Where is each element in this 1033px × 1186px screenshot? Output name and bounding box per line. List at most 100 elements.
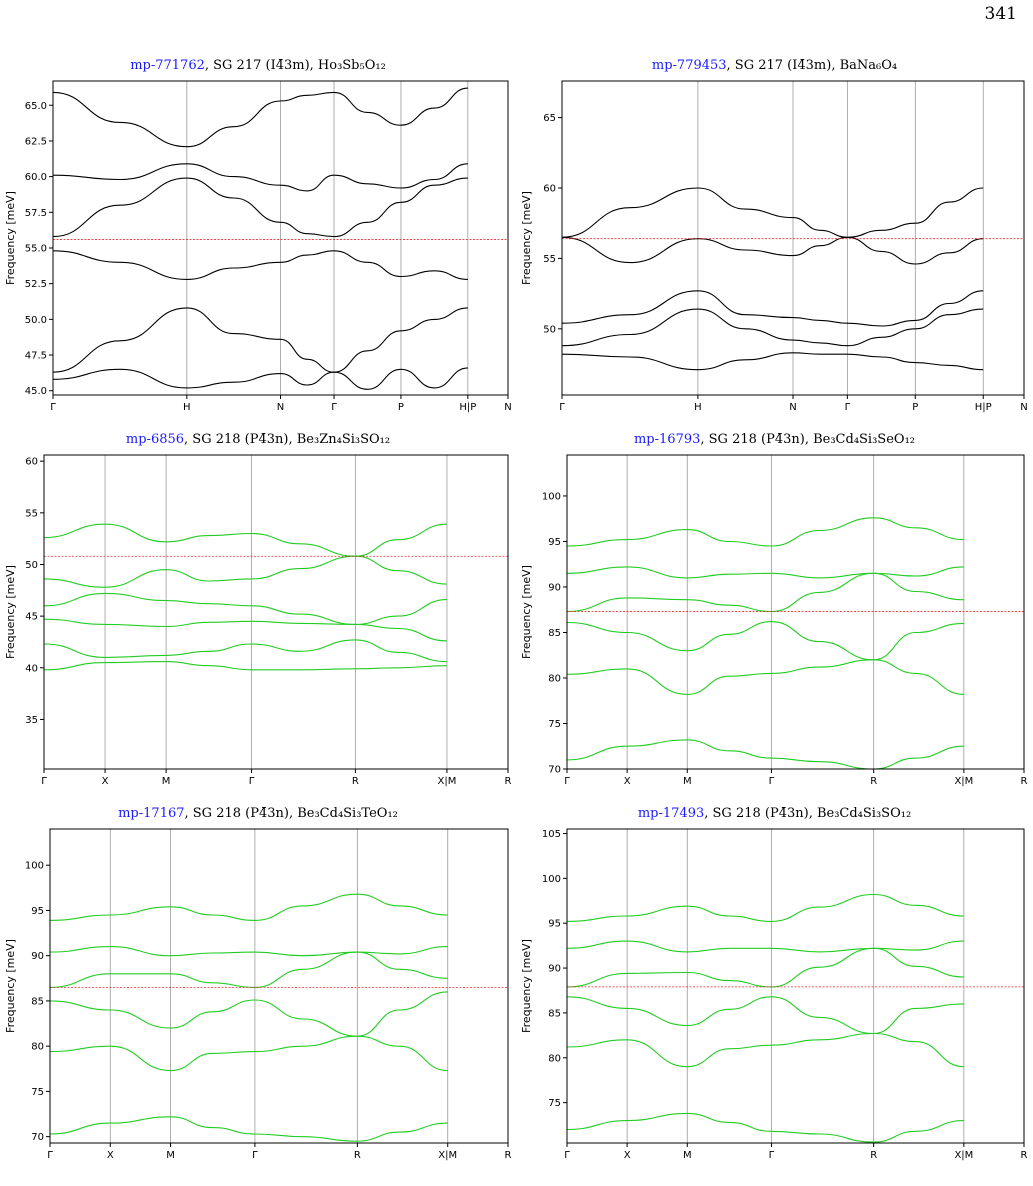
y-tick-label: 95 xyxy=(31,906,44,917)
page-number: 341 xyxy=(984,4,1017,24)
kpoint-label: Γ xyxy=(50,402,56,413)
kpoint-label: Γ xyxy=(249,776,255,787)
kpoint-label: Γ xyxy=(564,776,570,787)
kpoint-label: Γ xyxy=(47,1150,53,1161)
band-line xyxy=(53,367,468,390)
y-tick-label: 65 xyxy=(543,113,556,124)
kpoint-label: P xyxy=(912,402,918,413)
y-tick-label: 85 xyxy=(548,628,561,639)
band-structure-panel: mp-17167, SG 218 (P4̄3n), Be₃Cd₄Si₃TeO₁₂… xyxy=(0,806,516,1166)
kpoint-label: R xyxy=(1021,776,1028,787)
band-line xyxy=(567,621,964,661)
band-line xyxy=(567,1112,964,1143)
kpoint-label: X xyxy=(624,1150,631,1161)
kpoint-label: H|P xyxy=(975,402,992,413)
material-id-link[interactable]: mp-6856 xyxy=(125,432,185,447)
y-axis-label: Frequency [meV] xyxy=(4,565,17,659)
y-tick-label: 45.0 xyxy=(25,386,47,397)
band-line xyxy=(567,517,964,547)
band-line xyxy=(44,555,447,588)
kpoint-label: H|P xyxy=(459,402,476,413)
kpoint-label: X|M xyxy=(954,1150,973,1161)
band-structure-plot: 70 75 80 85 90 95 100 Γ X M Γ R X|M R Frequency [meV] xyxy=(520,454,1028,787)
material-id-link[interactable]: mp-779453 xyxy=(651,58,727,73)
y-tick-label: 40 xyxy=(25,663,38,674)
y-tick-label: 95 xyxy=(548,919,561,930)
panel-title: mp-17493, SG 218 (P4̄3n), Be₃Cd₄Si₃SO₁₂ xyxy=(516,806,1033,821)
kpoint-label: N xyxy=(1020,402,1027,413)
panel-title-text: , SG 218 (P4̄3n), Be₃Cd₄Si₃TeO₁₂ xyxy=(184,806,398,821)
band-structure-plot: 35 40 45 50 55 60 Γ X M Γ R X|M R Frequency [meV] xyxy=(4,454,512,787)
kpoint-label: R xyxy=(354,1150,361,1161)
y-tick-label: 100 xyxy=(542,491,561,502)
kpoint-label: N xyxy=(789,402,796,413)
y-tick-label: 62.5 xyxy=(25,136,47,147)
kpoint-label: Γ xyxy=(845,402,851,413)
y-tick-label: 70 xyxy=(31,1132,44,1143)
band-structure-panel: mp-779453, SG 217 (I4̄3m), BaNa₆O₄ 50 55 6… xyxy=(516,58,1033,418)
kpoint-label: R xyxy=(352,776,359,787)
material-id-link[interactable]: mp-16793 xyxy=(633,432,701,447)
plot-frame xyxy=(566,454,1025,770)
y-tick-label: 60 xyxy=(543,184,556,195)
band-line xyxy=(567,940,964,953)
band-structure-panel: mp-17493, SG 218 (P4̄3n), Be₃Cd₄Si₃SO₁₂ … xyxy=(516,806,1033,1166)
band-line xyxy=(53,177,468,238)
band-line xyxy=(567,739,964,769)
panel-title: mp-17167, SG 218 (P4̄3n), Be₃Cd₄Si₃TeO₁₂ xyxy=(0,806,516,821)
y-tick-label: 80 xyxy=(31,1042,44,1053)
kpoint-label: Γ xyxy=(41,776,47,787)
kpoint-label: Γ xyxy=(559,402,565,413)
band-line xyxy=(53,307,468,373)
band-line xyxy=(50,893,448,921)
band-line xyxy=(50,946,448,957)
band-line xyxy=(567,566,964,579)
y-tick-label: 105 xyxy=(542,829,561,840)
y-axis-label: Frequency [meV] xyxy=(4,939,17,1033)
band-line xyxy=(53,87,468,148)
kpoint-label: R xyxy=(870,1150,877,1161)
band-line xyxy=(44,661,447,671)
kpoint-label: M xyxy=(162,776,171,787)
band-structure-plot: 50 55 60 65 Γ H N Γ P H|P N Frequency [meV] xyxy=(520,80,1028,413)
kpoint-label: M xyxy=(683,1150,692,1161)
band-line xyxy=(44,523,447,557)
kpoint-label: X xyxy=(624,776,631,787)
material-id-link[interactable]: mp-771762 xyxy=(130,58,205,73)
kpoint-label: X xyxy=(107,1150,114,1161)
y-axis-label: Frequency [meV] xyxy=(520,565,533,659)
kpoint-label: P xyxy=(398,402,404,413)
y-tick-label: 55 xyxy=(25,508,38,519)
kpoint-label: Γ xyxy=(564,1150,570,1161)
material-id-link[interactable]: mp-17493 xyxy=(637,806,705,821)
y-tick-label: 35 xyxy=(25,715,38,726)
panel-title: mp-16793, SG 218 (P4̄3n), Be₃Cd₄Si₃SeO₁₂ xyxy=(516,432,1033,447)
panel-title-text: , SG 217 (I4̄3m), Ho₃Sb₅O₁₂ xyxy=(204,58,386,73)
kpoint-label: N xyxy=(504,402,511,413)
kpoint-label: X|M xyxy=(954,776,973,787)
kpoint-label: X xyxy=(102,776,109,787)
y-tick-label: 65.0 xyxy=(25,101,47,112)
band-line xyxy=(562,187,984,238)
band-structure-panel: mp-771762, SG 217 (I4̄3m), Ho₃Sb₅O₁₂ 45.… xyxy=(0,58,516,418)
y-tick-label: 90 xyxy=(31,951,44,962)
band-line xyxy=(50,1035,448,1072)
band-line xyxy=(53,250,468,280)
band-line xyxy=(50,1116,448,1142)
kpoint-label: M xyxy=(166,1150,175,1161)
band-structure-panel: mp-6856, SG 218 (P4̄3n), Be₃Zn₄Si₃SO₁₂ 3… xyxy=(0,432,516,792)
y-tick-label: 52.5 xyxy=(25,279,47,290)
y-tick-label: 80 xyxy=(548,673,561,684)
y-tick-label: 100 xyxy=(25,861,44,872)
material-id-link[interactable]: mp-17167 xyxy=(118,806,185,821)
band-line xyxy=(562,236,984,265)
y-axis-label: Frequency [meV] xyxy=(520,939,533,1033)
y-tick-label: 57.5 xyxy=(25,208,47,219)
band-line xyxy=(567,996,964,1035)
band-line xyxy=(562,290,984,327)
y-tick-label: 60.0 xyxy=(25,172,47,183)
band-line xyxy=(567,893,964,922)
panel-title: mp-779453, SG 217 (I4̄3m), BaNa₆O₄ xyxy=(516,58,1033,73)
band-line xyxy=(562,352,984,371)
y-tick-label: 75 xyxy=(548,719,561,730)
